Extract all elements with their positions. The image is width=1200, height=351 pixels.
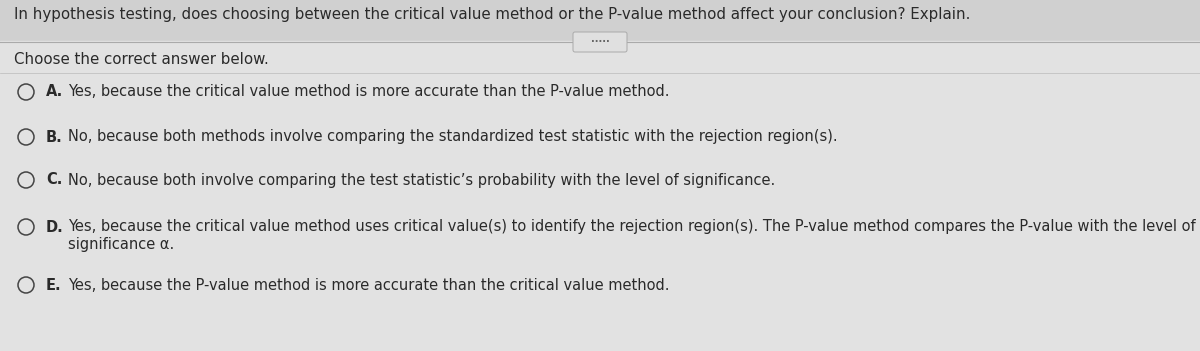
Text: Yes, because the critical value method is more accurate than the P-value method.: Yes, because the critical value method i…	[68, 85, 670, 99]
Text: Yes, because the critical value method uses critical value(s) to identify the re: Yes, because the critical value method u…	[68, 219, 1195, 234]
Bar	[0, 0, 1200, 41]
Text: E.: E.	[46, 278, 61, 292]
Text: C.: C.	[46, 172, 62, 187]
Text: ·····: ·····	[590, 37, 610, 47]
Text: No, because both involve comparing the test statistic’s probability with the lev: No, because both involve comparing the t…	[68, 172, 775, 187]
Text: B.: B.	[46, 130, 62, 145]
Text: No, because both methods involve comparing the standardized test statistic with : No, because both methods involve compari…	[68, 130, 838, 145]
Text: In hypothesis testing, does choosing between the critical value method or the P-: In hypothesis testing, does choosing bet…	[14, 7, 971, 22]
Text: A.: A.	[46, 85, 64, 99]
FancyBboxPatch shape	[574, 32, 628, 52]
Text: D.: D.	[46, 219, 64, 234]
Text: significance α.: significance α.	[68, 238, 174, 252]
Text: Choose the correct answer below.: Choose the correct answer below.	[14, 53, 269, 67]
Bar	[0, 41, 1200, 351]
Text: Yes, because the P-value method is more accurate than the critical value method.: Yes, because the P-value method is more …	[68, 278, 670, 292]
